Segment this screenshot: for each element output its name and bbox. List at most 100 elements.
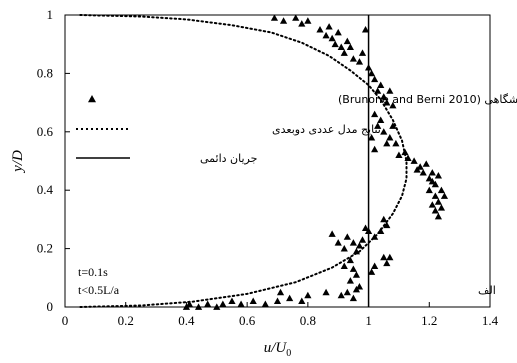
- data-point-experimental: [437, 186, 446, 194]
- data-point-experimental: [386, 87, 394, 94]
- y-tick-label: 1: [47, 7, 54, 22]
- data-point-experimental: [322, 288, 330, 296]
- data-point-experimental: [371, 110, 379, 118]
- data-point-experimental: [434, 172, 442, 179]
- data-point-experimental: [377, 81, 385, 88]
- legend-label-numerical-model: نتایج مدل عددی دوبعدی: [272, 123, 381, 136]
- data-point-experimental: [380, 215, 388, 223]
- x-tick-label: 0.6: [239, 313, 256, 328]
- data-point-experimental: [352, 247, 361, 255]
- legend-label-experimental: نتایج آزمایشگاهی (Brunone and Berni 2010…: [338, 92, 517, 106]
- annotation-time: t=0.1s: [78, 265, 108, 279]
- data-point-experimental: [383, 259, 391, 267]
- data-point-experimental: [361, 26, 370, 33]
- legend-label-steady-flow: جریان دائمی: [200, 152, 257, 165]
- y-tick-label: 0.6: [37, 124, 54, 139]
- data-point-experimental: [374, 87, 382, 94]
- data-point-experimental: [383, 139, 391, 147]
- data-point-experimental: [334, 239, 342, 246]
- data-point-experimental: [276, 288, 285, 296]
- data-point-experimental: [371, 233, 379, 240]
- y-axis-label: y/D: [10, 150, 26, 174]
- data-point-experimental: [358, 49, 367, 56]
- x-tick-label: 0.2: [118, 313, 134, 328]
- data-point-experimental: [194, 303, 203, 310]
- data-point-experimental: [380, 93, 388, 100]
- data-point-experimental: [395, 151, 403, 159]
- y-tick-label: 0.4: [37, 182, 54, 197]
- x-tick-label: 0: [62, 313, 69, 328]
- panel-label: الف: [478, 284, 496, 297]
- data-point-experimental: [352, 271, 361, 278]
- data-point-experimental: [389, 101, 397, 109]
- data-point-experimental: [343, 37, 351, 45]
- y-tick-label: 0.8: [37, 65, 53, 80]
- data-point-experimental: [337, 291, 345, 299]
- data-point-experimental: [374, 122, 382, 129]
- data-point-experimental: [355, 242, 364, 249]
- data-point-experimental: [204, 300, 212, 307]
- data-point-experimental: [377, 116, 385, 123]
- x-tick-label: 0.4: [178, 313, 195, 328]
- data-point-experimental: [371, 145, 379, 153]
- data-point-experimental: [377, 227, 385, 234]
- data-point-experimental: [368, 134, 376, 141]
- data-point-experimental: [304, 17, 312, 24]
- data-point-experimental: [249, 297, 257, 305]
- x-tick-label: 1: [365, 313, 372, 328]
- data-point-experimental: [340, 262, 348, 269]
- data-point-experimental: [389, 122, 397, 129]
- data-point-experimental: [380, 128, 388, 135]
- data-point-experimental: [428, 169, 436, 176]
- data-point-experimental: [328, 34, 336, 42]
- data-point-experimental: [419, 169, 427, 176]
- data-point-experimental: [431, 207, 439, 214]
- data-point-experimental: [182, 303, 191, 310]
- data-point-experimental: [358, 236, 367, 243]
- data-point-experimental: [340, 49, 348, 56]
- data-point-experimental: [383, 99, 391, 106]
- data-point-experimental: [343, 288, 351, 296]
- data-point-experimental: [304, 291, 312, 299]
- data-point-experimental: [437, 204, 446, 211]
- data-point-experimental: [292, 14, 300, 21]
- data-point-experimental: [383, 221, 391, 229]
- data-point-experimental: [404, 154, 412, 161]
- data-point-experimental: [410, 157, 418, 164]
- series-layer: [79, 14, 449, 310]
- data-point-experimental: [322, 31, 330, 39]
- data-point-experimental: [349, 265, 357, 272]
- data-point-experimental: [349, 239, 357, 246]
- data-point-experimental: [431, 192, 439, 199]
- data-point-experimental: [349, 55, 357, 62]
- ticks-layer: 0 0.2 0.4 0.6 0.8 1 1.2 1.4 0 0.2 0.4 0.6 0.8 1: [37, 7, 499, 328]
- data-point-experimental: [237, 300, 245, 307]
- legend: نتایج آزمایشگاهی (Brunone and Berni 2010…: [76, 92, 517, 165]
- data-point-experimental: [425, 174, 433, 182]
- data-point-experimental: [416, 163, 424, 170]
- data-point-experimental: [371, 75, 379, 83]
- data-point-experimental: [213, 303, 221, 310]
- plot-area: 0 0.2 0.4 0.6 0.8 1 1.2 1.4 0 0.2 0.4 0.6 0.8 1: [37, 7, 499, 328]
- annotation-time-condition: t<0.5L/a: [78, 283, 120, 297]
- data-point-experimental: [434, 198, 442, 205]
- data-point-experimental: [298, 20, 306, 27]
- data-point-experimental: [337, 43, 345, 50]
- data-point-experimental: [286, 294, 294, 302]
- data-point-experimental: [219, 300, 227, 307]
- data-point-experimental: [428, 177, 436, 185]
- data-point-experimental: [355, 282, 364, 290]
- data-point-experimental: [422, 160, 430, 167]
- y-tick-label: 0.2: [37, 241, 53, 256]
- data-point-experimental: [325, 23, 333, 30]
- data-point-experimental: [428, 201, 436, 208]
- data-point-experimental: [279, 17, 288, 24]
- x-axis-label-subscript: 0: [286, 348, 291, 359]
- x-axis-label: u/U0: [264, 340, 292, 359]
- plot-frame: [64, 14, 491, 308]
- data-point-experimental: [425, 186, 433, 194]
- data-point-experimental: [434, 212, 442, 220]
- data-point-experimental: [316, 26, 324, 33]
- data-point-experimental: [328, 230, 336, 237]
